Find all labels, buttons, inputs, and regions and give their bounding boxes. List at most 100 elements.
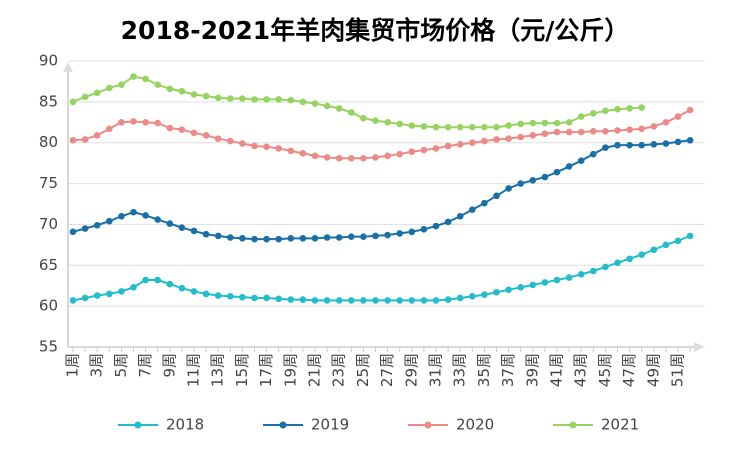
x-tick-label: 29周: [402, 353, 420, 387]
point: [577, 270, 585, 278]
point: [481, 291, 488, 299]
point: [396, 150, 404, 158]
point: [214, 135, 222, 142]
x-tick-label: 33周: [451, 353, 469, 387]
point: [493, 288, 500, 296]
point: [396, 120, 404, 128]
series: [69, 232, 694, 304]
point: [614, 141, 621, 149]
point: [444, 296, 452, 303]
point: [69, 297, 77, 304]
point: [130, 284, 137, 291]
point: [178, 126, 186, 133]
point: [81, 225, 89, 232]
point: [602, 127, 609, 135]
point: [142, 75, 149, 83]
point: [93, 132, 101, 139]
point: [372, 232, 379, 240]
point: [348, 233, 355, 240]
point: [408, 228, 416, 236]
point: [384, 152, 391, 160]
point: [69, 136, 77, 144]
point: [263, 235, 270, 243]
point: [214, 292, 222, 299]
x-tick-label: 9周: [160, 353, 178, 378]
legend-label: 2021: [601, 416, 639, 434]
point: [154, 276, 161, 284]
point: [323, 234, 331, 241]
x-tick-label: 11周: [185, 353, 203, 387]
point: [311, 100, 319, 107]
point: [372, 297, 379, 304]
point: [614, 259, 621, 267]
point: [239, 293, 246, 301]
x-tick-label: 35周: [475, 353, 493, 387]
point: [251, 142, 258, 150]
point: [517, 180, 524, 187]
point: [287, 147, 295, 155]
point: [456, 294, 464, 302]
point: [590, 267, 597, 275]
chart-title: 2018-2021年羊肉集贸市场价格（元/公斤）: [121, 16, 630, 45]
series-line: [72, 139, 691, 241]
point: [565, 118, 573, 126]
point: [239, 235, 246, 242]
point: [348, 154, 355, 162]
point: [142, 212, 149, 219]
point: [650, 246, 658, 254]
point: [469, 206, 476, 214]
series-line: [72, 109, 691, 160]
point: [190, 227, 198, 235]
point: [565, 274, 573, 281]
series-line: [72, 234, 691, 302]
x-tick-label: 5周: [112, 353, 130, 378]
point: [190, 129, 198, 137]
point: [93, 292, 101, 299]
y-tick-label: 80: [39, 133, 58, 151]
point: [662, 241, 670, 249]
point: [166, 280, 174, 288]
point: [456, 141, 464, 148]
point: [529, 119, 537, 127]
x-tick-label: 23周: [330, 353, 348, 387]
point: [263, 294, 270, 302]
x-tick-label: 45周: [596, 353, 614, 387]
point: [408, 297, 416, 304]
point: [130, 208, 137, 216]
point: [81, 93, 89, 101]
point: [481, 137, 488, 145]
series: [69, 136, 694, 243]
point: [541, 279, 549, 286]
point: [493, 192, 500, 200]
point: [505, 135, 512, 142]
point: [178, 224, 186, 231]
point: [335, 154, 343, 162]
point: [360, 233, 367, 240]
point: [202, 230, 210, 238]
point: [481, 199, 488, 207]
point: [130, 118, 137, 125]
point: [202, 132, 210, 139]
point: [638, 251, 645, 258]
x-tick-label: 37周: [499, 353, 517, 387]
x-tick-label: 27周: [378, 353, 396, 387]
point: [106, 290, 113, 298]
x-tick-label: 7周: [136, 353, 154, 378]
point: [299, 98, 307, 106]
point: [626, 141, 633, 149]
point: [517, 284, 524, 291]
point: [323, 102, 331, 110]
point: [529, 281, 537, 289]
point: [541, 173, 549, 181]
point: [275, 295, 283, 303]
series: [69, 106, 694, 162]
point: [190, 91, 198, 98]
point: [178, 87, 186, 95]
point: [118, 118, 125, 126]
legend-marker: [569, 421, 577, 429]
point: [517, 120, 524, 128]
point: [456, 123, 464, 131]
y-tick-label: 75: [39, 174, 58, 192]
